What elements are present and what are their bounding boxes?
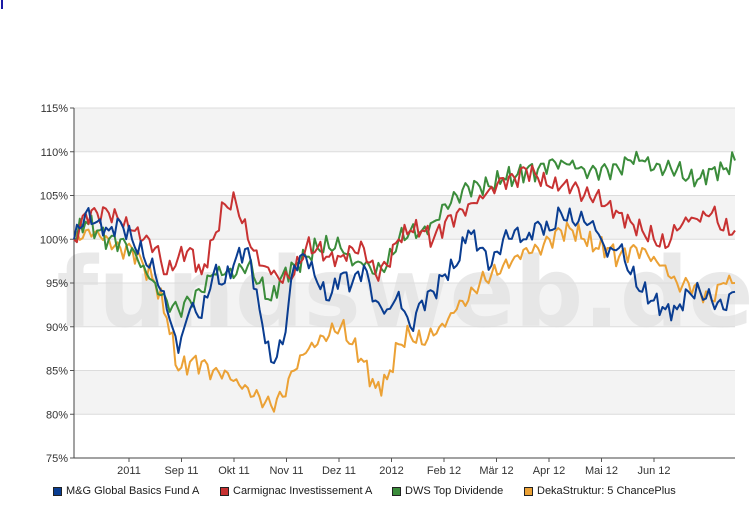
legend-label: Carmignac Investissement A bbox=[233, 485, 373, 497]
x-tick-label: 2011 bbox=[117, 465, 141, 477]
x-tick-label: Apr 12 bbox=[533, 465, 565, 477]
y-tick-label: 95% bbox=[46, 278, 68, 290]
legend-label: DekaStruktur: 5 ChancePlus bbox=[537, 485, 676, 497]
corner-marker bbox=[1, 0, 3, 9]
x-tick-label: Nov 11 bbox=[269, 465, 303, 477]
legend-swatch bbox=[53, 486, 62, 496]
series-line bbox=[73, 150, 736, 318]
x-tick-label: 2012 bbox=[379, 465, 403, 477]
x-tick-label: Dez 11 bbox=[322, 465, 356, 477]
x-tick-label: Mär 12 bbox=[479, 465, 513, 477]
legend-swatch bbox=[220, 486, 229, 496]
y-tick-label: 115% bbox=[41, 103, 69, 115]
y-tick-label: 100% bbox=[40, 234, 68, 246]
series-line bbox=[73, 164, 736, 284]
legend-item: DWS Top Dividende bbox=[392, 485, 503, 497]
legend: M&G Global Basics Fund A Carmignac Invest… bbox=[0, 485, 753, 501]
grid-band bbox=[74, 370, 735, 415]
series-line bbox=[73, 221, 736, 413]
legend-swatch bbox=[392, 486, 401, 496]
y-tick-label: 90% bbox=[46, 322, 68, 334]
y-tick-label: 85% bbox=[46, 366, 68, 378]
grid-band bbox=[74, 195, 735, 240]
legend-label: DWS Top Dividende bbox=[405, 485, 504, 497]
x-tick-label: Sep 11 bbox=[164, 465, 198, 477]
x-axis: 2011 Sep 11 Okt 11 Nov 11 Dez 11 2012 Feb 12 Mä… bbox=[74, 457, 735, 477]
grid-bands bbox=[74, 108, 735, 458]
legend-swatch bbox=[524, 486, 533, 496]
x-tick-label: Mai 12 bbox=[585, 465, 618, 477]
grid-band bbox=[74, 108, 735, 152]
y-tick-label: 75% bbox=[46, 453, 68, 465]
x-tick-label: Feb 12 bbox=[427, 465, 461, 477]
legend-label: M&G Global Basics Fund A bbox=[66, 485, 200, 497]
y-tick-label: 80% bbox=[46, 409, 68, 421]
legend-item: DekaStruktur: 5 ChancePlus bbox=[524, 485, 676, 497]
x-tick-label: Jun 12 bbox=[637, 465, 670, 477]
legend-item: Carmignac Investissement A bbox=[220, 485, 372, 497]
x-tick-label: Okt 11 bbox=[218, 465, 250, 477]
y-axis: 75% 80% 85% 90% 95% 100% 105% 110% 115% bbox=[40, 103, 75, 465]
y-tick-label: 110% bbox=[41, 147, 69, 159]
y-tick-label: 105% bbox=[40, 191, 68, 203]
grid-band bbox=[74, 326, 735, 371]
series-line bbox=[73, 206, 736, 365]
grid-band bbox=[74, 414, 735, 458]
legend-item: M&G Global Basics Fund A bbox=[53, 485, 199, 497]
series-lines bbox=[73, 150, 736, 413]
